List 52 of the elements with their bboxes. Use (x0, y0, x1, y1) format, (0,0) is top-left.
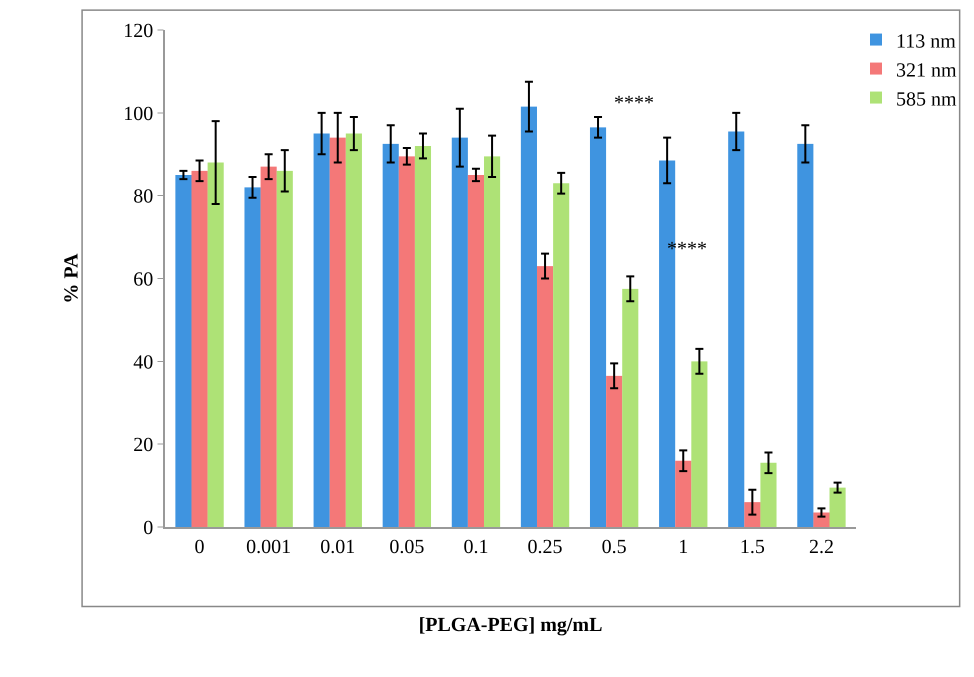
bar (606, 376, 622, 527)
bar (760, 462, 777, 527)
bar (797, 144, 814, 527)
legend-label: 113 nm (896, 30, 956, 52)
bar (398, 156, 415, 527)
x-tick-label: 0.5 (602, 536, 627, 558)
bar (590, 127, 606, 527)
y-tick-label: 0 (143, 517, 154, 539)
x-axis-title: [PLGA-PEG] mg/mL (418, 614, 602, 636)
bar (830, 488, 846, 527)
annotation: **** (614, 92, 654, 114)
bar (414, 146, 432, 527)
bar (314, 134, 330, 527)
y-tick-label: 40 (133, 351, 154, 374)
bar (260, 166, 277, 527)
bar (553, 183, 570, 527)
x-tick-label: 1.5 (740, 536, 765, 558)
bar (744, 502, 760, 527)
bar (382, 144, 399, 527)
y-tick-label: 80 (133, 186, 154, 208)
bar (346, 134, 362, 527)
bar (691, 361, 708, 527)
x-tick-label: 0.001 (246, 536, 292, 558)
bar (330, 138, 346, 527)
bar (208, 162, 224, 527)
x-tick-label: 0.05 (389, 536, 424, 558)
y-tick-label: 60 (133, 268, 154, 290)
bar (536, 266, 554, 527)
x-tick-label: 0.01 (320, 536, 356, 558)
bar (622, 288, 638, 527)
x-tick-label: 0.25 (528, 536, 563, 558)
x-tick-label: 1 (678, 536, 688, 558)
y-axis-title: % PA (60, 252, 82, 304)
y-tick-label: 100 (123, 102, 154, 125)
x-tick-label: 0 (194, 536, 205, 558)
bar (728, 131, 744, 527)
bar (244, 187, 261, 527)
bar (813, 512, 830, 527)
bar (520, 106, 537, 527)
y-tick-label: 120 (123, 20, 154, 42)
bar (191, 170, 208, 527)
bar (468, 174, 484, 527)
legend-label: 321 nm (896, 59, 957, 82)
legend-label: 585 nm (896, 88, 957, 110)
bar (175, 174, 192, 527)
x-tick-label: 0.1 (463, 536, 488, 558)
bar (484, 156, 500, 527)
x-tick-label: 2.2 (808, 536, 834, 558)
y-tick-label: 20 (133, 434, 154, 456)
bar (452, 138, 468, 527)
bar (675, 460, 692, 527)
bar (276, 170, 293, 527)
